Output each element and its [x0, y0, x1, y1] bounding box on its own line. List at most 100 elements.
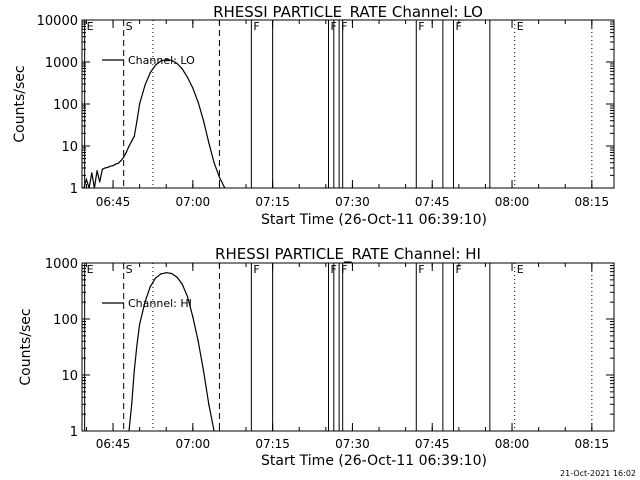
data-point [144, 301, 146, 303]
data-point [120, 159, 122, 162]
data-point [139, 323, 141, 326]
flag-label: E [517, 263, 524, 276]
data-point [197, 340, 199, 342]
footer-timestamp: 21-Oct-2021 16:02 [560, 469, 636, 478]
flag-label: F [253, 20, 259, 33]
flag-label: F [456, 263, 462, 276]
plot-frame [81, 19, 615, 189]
data-point [133, 369, 135, 372]
flag-label: E [87, 20, 94, 33]
x-tick-label: 08:00 [495, 195, 530, 209]
flag-label: F [341, 263, 347, 276]
data-point [149, 71, 151, 74]
flag-label: S [126, 20, 133, 33]
y-axis-label: Counts/sec [12, 65, 28, 142]
flag-label: F [418, 20, 424, 33]
y-tick-label: 100 [53, 98, 78, 113]
y-tick-label: 1000 [45, 257, 78, 272]
y-axis-label: Counts/sec [18, 308, 34, 385]
data-point [181, 283, 183, 285]
data-point [136, 120, 138, 122]
data-point [202, 369, 205, 372]
y-tick-label: 1000 [45, 56, 78, 71]
y-tick-label: 1 [70, 425, 78, 440]
data-point [117, 162, 119, 164]
data-point [202, 120, 205, 122]
x-tick-label: 08:15 [575, 437, 610, 451]
x-tick-label: 06:45 [96, 195, 131, 209]
data-point [133, 135, 135, 137]
flag-label: F [253, 263, 259, 276]
data-point [170, 272, 173, 275]
legend-label: Channel: LO [128, 54, 195, 67]
data-point [112, 165, 114, 167]
x-axis-label: Start Time (26-Oct-11 06:39:10) [261, 453, 487, 469]
data-point [99, 181, 101, 183]
data-point [93, 187, 96, 188]
data-point [165, 59, 167, 61]
data-point [208, 142, 210, 144]
data-point [125, 151, 127, 153]
data-point [208, 403, 210, 405]
data-point [165, 272, 167, 274]
data-point [88, 187, 90, 188]
x-tick-label: 06:45 [96, 437, 131, 451]
x-tick-label: 07:00 [176, 437, 211, 451]
chart-title: RHESSI PARTICLE_RATE Channel: HI [215, 245, 481, 264]
x-tick-label: 07:15 [255, 195, 290, 209]
data-point [186, 296, 189, 298]
data-point [115, 163, 117, 165]
data-point [109, 165, 111, 167]
data-point [136, 343, 138, 346]
data-point [160, 273, 162, 275]
y-tick-label: 10 [61, 140, 78, 155]
data-point [96, 169, 98, 172]
series-line [83, 58, 226, 188]
data-point [213, 162, 215, 164]
data-point [186, 76, 189, 78]
x-tick-label: 07:30 [335, 195, 370, 209]
x-tick-label: 07:00 [176, 195, 211, 209]
data-point [154, 277, 157, 279]
data-point [181, 68, 183, 70]
plot-frame [81, 262, 615, 432]
data-point [91, 172, 93, 174]
data-point [154, 64, 157, 66]
data-point [83, 187, 85, 188]
x-tick-label: 07:45 [415, 437, 450, 451]
data-point [213, 430, 215, 431]
legend-label: Channel: HI [128, 297, 192, 310]
y-tick-label: 1 [70, 182, 78, 197]
x-tick-label: 08:00 [495, 437, 530, 451]
data-point [85, 178, 88, 181]
flag-label: E [517, 20, 524, 33]
chart-panel-2: RHESSI PARTICLE_RATE Channel: HI 06:45 07:… [18, 245, 615, 469]
data-point [176, 276, 178, 278]
y-tick-label: 10 [61, 369, 78, 384]
y-tick-label: 100 [53, 313, 78, 328]
data-point [128, 145, 130, 147]
data-point [149, 285, 151, 288]
data-point [104, 167, 106, 169]
data-point [128, 430, 130, 431]
data-point [218, 176, 221, 178]
data-point [192, 316, 194, 318]
data-point [144, 84, 146, 86]
x-tick-label: 07:45 [415, 195, 450, 209]
data-point [123, 156, 125, 158]
x-axis-label: Start Time (26-Oct-11 06:39:10) [261, 212, 487, 228]
data-point [224, 187, 226, 188]
data-point [170, 59, 173, 61]
data-point [139, 103, 141, 105]
flag-label: F [456, 20, 462, 33]
data-point [107, 166, 109, 168]
data-point [101, 168, 103, 170]
data-point [131, 140, 133, 142]
chart-panel-1: RHESSI PARTICLE_RATE Channel: LO 06:45 07:… [12, 3, 615, 228]
flag-label: S [126, 263, 133, 276]
data-point [197, 101, 199, 103]
chart-title: RHESSI PARTICLE_RATE Channel: LO [213, 3, 483, 22]
x-tick-label: 08:15 [575, 195, 610, 209]
x-tick-label: 07:15 [255, 437, 290, 451]
